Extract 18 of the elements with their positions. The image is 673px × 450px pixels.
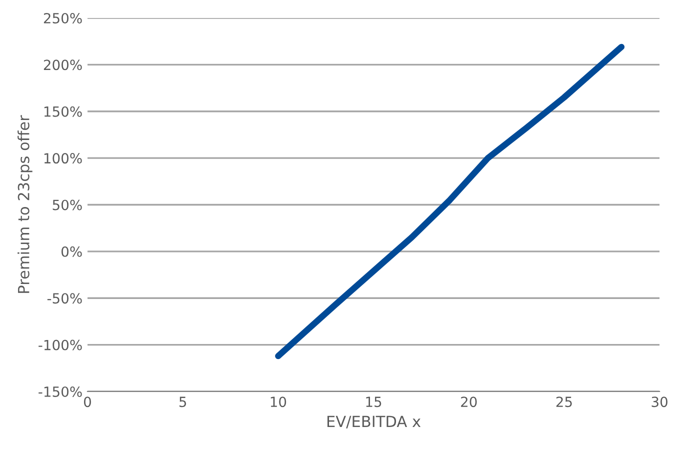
x-tick-label: 15	[366, 396, 382, 408]
y-tick-label: 50%	[52, 200, 82, 210]
y-axis-title: Premium to 23cps offer	[18, 115, 32, 293]
y-tick-label: 150%	[44, 106, 82, 117]
x-tick-label: 20	[461, 396, 477, 408]
x-tick-label: 30	[652, 396, 668, 408]
x-tick-label: 25	[556, 396, 572, 408]
x-tick-label: 0	[84, 396, 91, 408]
x-tick-label: 10	[270, 396, 286, 408]
y-tick-label: -100%	[38, 340, 82, 350]
x-axis-title: EV/EBITDA x	[327, 416, 421, 428]
y-tick-label: -50%	[47, 293, 82, 304]
y-tick-label: 200%	[44, 60, 82, 70]
x-tick-label: 5	[179, 396, 186, 408]
y-tick-label: 250%	[44, 12, 82, 24]
y-tick-label: -150%	[38, 386, 82, 397]
y-tick-label: 100%	[44, 153, 82, 164]
y-tick-label: 0%	[62, 246, 82, 257]
